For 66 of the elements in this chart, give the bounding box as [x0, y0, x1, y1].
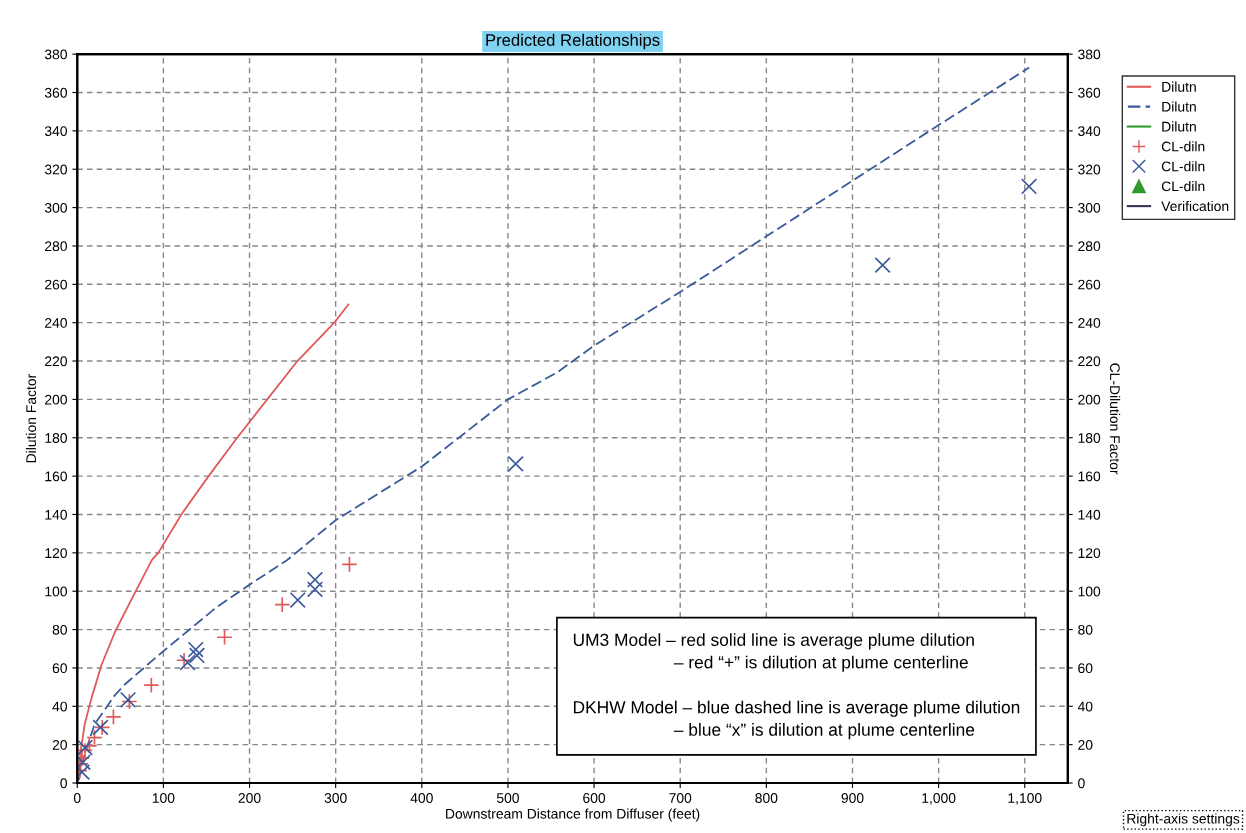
- x-tick-label: 0: [73, 793, 81, 803]
- x-tick-label: 600: [583, 793, 606, 803]
- x-tick-label: 1,100: [1008, 793, 1042, 805]
- y2-tick-label: 240: [1078, 318, 1101, 328]
- y2-tick-label: 300: [1078, 202, 1101, 213]
- y-tick-label: 20: [52, 739, 67, 750]
- y-tick-label: 200: [45, 394, 67, 405]
- y-tick-label: 340: [44, 126, 67, 137]
- y-axis-title: Dilution Factor: [25, 374, 37, 463]
- y2-tick-label: 100: [1078, 586, 1101, 597]
- y-tick-label: 380: [44, 49, 67, 60]
- y-tick-label: 40: [52, 701, 67, 712]
- y2-tick-label: 360: [1078, 87, 1101, 98]
- x-tick-label: 500: [496, 793, 519, 803]
- legend-label: Dilutn: [1162, 101, 1196, 112]
- x-tick-label: 700: [669, 793, 692, 803]
- y-tick-label: 280: [45, 241, 67, 252]
- y-tick-label: 140: [45, 509, 67, 520]
- y2-axis-title: CL-Dilution Factor: [1109, 363, 1121, 475]
- y2-tick-label: 340: [1078, 126, 1101, 137]
- annotation: UM3 Model – red solid line is average plume dilution – red “+” is dilution at plume centerline: [573, 633, 974, 672]
- y-tick-label: 80: [52, 624, 67, 635]
- legend-label: Dilutn: [1162, 121, 1196, 132]
- y-tick-label: 160: [45, 471, 67, 482]
- y-tick-label: 300: [44, 202, 67, 213]
- y2-tick-label: 260: [1078, 279, 1101, 290]
- y2-tick-label: 120: [1078, 548, 1101, 559]
- y2-tick-label: 180: [1078, 433, 1101, 443]
- y2-tick-label: 60: [1078, 663, 1093, 674]
- legend-label: CL-diln: [1161, 161, 1205, 172]
- y2-tick-label: 320: [1078, 164, 1101, 175]
- text: Right-axis settings: [1127, 813, 1240, 827]
- legend-label: Verification: [1161, 200, 1229, 212]
- y2-tick-label: 20: [1078, 739, 1093, 750]
- y2-tick-label: 160: [1078, 471, 1101, 482]
- y-tick-label: 120: [45, 548, 67, 559]
- y2-tick-label: 200: [1078, 394, 1101, 405]
- y-tick-label: 260: [45, 279, 67, 290]
- x-tick-label: 400: [410, 793, 433, 803]
- y-tick-label: 240: [45, 318, 67, 328]
- x-tick-label: 800: [755, 793, 778, 803]
- y-tick-label: 100: [45, 586, 67, 597]
- x-tick-label: 900: [841, 793, 864, 803]
- y2-tick-label: 280: [1078, 241, 1101, 252]
- y2-tick-label: 220: [1078, 356, 1101, 367]
- y2-tick-label: 380: [1078, 49, 1101, 60]
- y-tick-label: 180: [45, 433, 67, 443]
- legend-label: CL-diln: [1161, 181, 1205, 192]
- x-tick-label: 200: [238, 793, 261, 803]
- y-tick-label: 0: [60, 778, 67, 789]
- legend-label: Dilutn: [1162, 81, 1196, 92]
- y-tick-label: 360: [44, 87, 67, 98]
- x-axis-title: Downstream Distance from Diffuser (feet): [446, 808, 700, 822]
- y-tick-label: 60: [52, 663, 67, 674]
- x-tick-label: 100: [152, 793, 175, 803]
- y-tick-label: 220: [45, 356, 67, 367]
- y2-tick-label: 0: [1078, 778, 1085, 789]
- legend-label: CL-diln: [1161, 141, 1205, 152]
- x-tick-label: 300: [324, 793, 347, 803]
- y-tick-label: 320: [44, 164, 67, 175]
- annotation: DKHW Model – blue dashed line is average plume dilution – blue “x” is dilution at plume centerline: [573, 700, 1020, 740]
- chart-title: Predicted Relationships: [486, 33, 660, 50]
- y2-tick-label: 80: [1078, 624, 1093, 635]
- y2-tick-label: 140: [1078, 509, 1101, 520]
- y2-tick-label: 40: [1077, 701, 1093, 712]
- x-tick-label: 1,000: [922, 793, 956, 805]
